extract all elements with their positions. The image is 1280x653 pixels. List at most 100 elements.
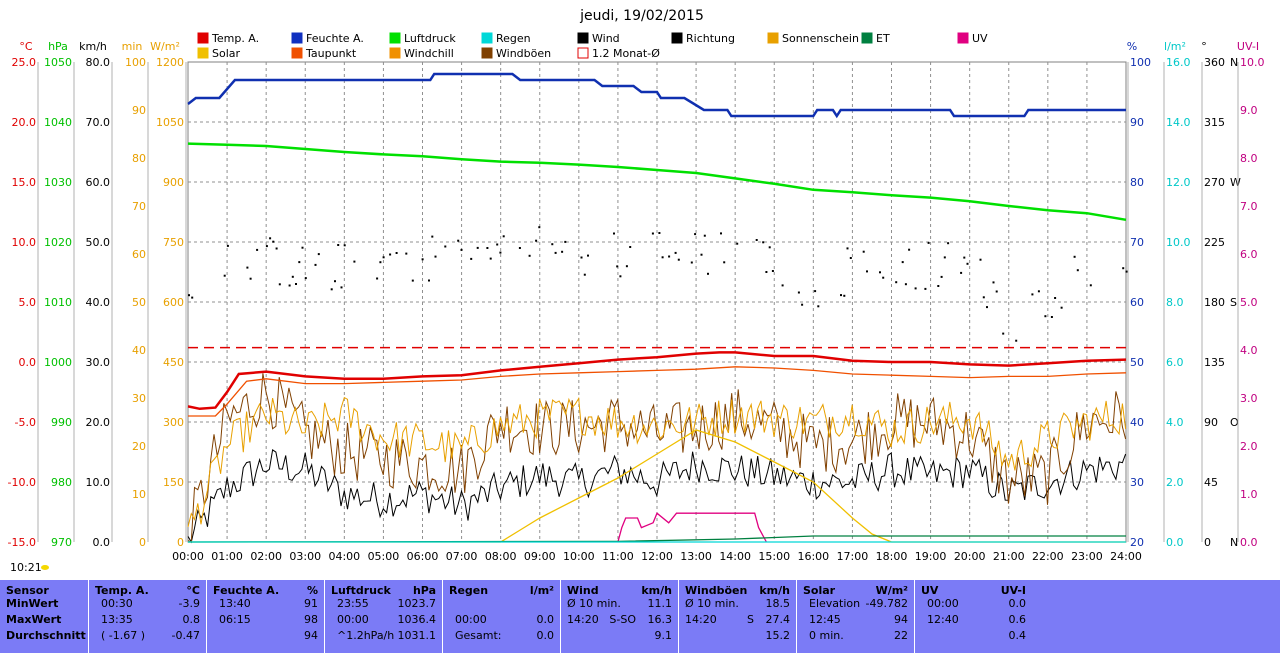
stats-value: 22	[894, 629, 908, 642]
direction-point	[781, 284, 784, 287]
direction-point	[431, 235, 434, 238]
direction-point	[940, 275, 943, 278]
stats-value: 0.0	[1008, 597, 1027, 610]
y-tick-label-dir: 90	[1204, 416, 1218, 429]
direction-point	[1122, 267, 1125, 270]
x-tick-label: 19:00	[915, 550, 947, 563]
stats-value: -3.9	[178, 597, 200, 610]
stats-value: 18.5	[765, 597, 791, 610]
y-tick-label-temp: 20.0	[12, 116, 37, 129]
direction-point	[470, 257, 473, 260]
x-tick-label: 16:00	[797, 550, 829, 563]
y-tick-label-dir: 315	[1204, 116, 1225, 129]
y-tick-label-dir: 270	[1204, 176, 1225, 189]
y-tick-label-wind: 80.0	[86, 56, 111, 69]
compass-label: S	[1230, 296, 1237, 309]
direction-point	[376, 277, 379, 280]
stats-value: 11.1	[647, 597, 673, 610]
y-tick-label-rain: 16.0	[1166, 56, 1191, 69]
direction-point	[444, 245, 447, 248]
direction-point	[476, 246, 479, 249]
direction-point	[914, 287, 917, 290]
y-tick-label-min: 100	[125, 56, 146, 69]
y-tick-label-hum: 90	[1130, 116, 1144, 129]
x-tick-label: 10:00	[563, 550, 595, 563]
stats-time: 12:45	[809, 613, 841, 626]
x-tick-label: 08:00	[485, 550, 517, 563]
stats-time: 14:20	[567, 613, 599, 626]
current-time: 10:21	[10, 561, 42, 574]
direction-point	[927, 241, 930, 244]
stats-value: 0.0	[536, 629, 555, 642]
y-tick-label-wind: 50.0	[86, 236, 111, 249]
axis-unit-solar: W/m²	[150, 40, 180, 53]
direction-point	[895, 281, 898, 284]
y-tick-label-uv: 1.0	[1240, 488, 1258, 501]
y-tick-label-min: 80	[132, 152, 146, 165]
direction-point	[937, 285, 940, 287]
series-taupunkt	[188, 366, 1127, 417]
stats-unit: %	[306, 584, 318, 597]
y-tick-label-hum: 100	[1130, 56, 1151, 69]
direction-point	[629, 246, 632, 248]
direction-point	[979, 258, 982, 261]
legend-label: Luftdruck	[404, 32, 456, 45]
x-tick-label: 13:00	[680, 550, 712, 563]
direction-point	[460, 248, 463, 251]
stats-time: 00:30	[101, 597, 133, 610]
stats-header: Regen	[449, 584, 489, 597]
stats-time: 14:20	[685, 613, 717, 626]
stats-value: 0.0	[536, 613, 555, 626]
direction-point	[330, 288, 333, 291]
axis-unit-hum: %	[1127, 40, 1137, 53]
compass-label: W	[1230, 176, 1241, 189]
direction-point	[226, 244, 229, 247]
direction-point	[564, 240, 567, 243]
stats-value: -0.47	[171, 629, 200, 642]
direction-point	[298, 261, 301, 264]
y-tick-label-solar: 300	[163, 416, 184, 429]
direction-point	[518, 247, 521, 249]
y-tick-label-temp: 15.0	[12, 176, 37, 189]
y-tick-label-min: 30	[132, 392, 146, 405]
y-tick-label-uv: 0.0	[1240, 536, 1258, 549]
stats-col-gust: Windböen km/h Ø 10 min. 18.5 14:20 S 27.4 15.2	[678, 580, 796, 653]
x-tick-label: 15:00	[758, 550, 790, 563]
y-tick-label-uv: 3.0	[1240, 392, 1258, 405]
direction-point	[502, 235, 505, 238]
stats-header: Sensor	[6, 584, 49, 597]
stats-value: 94	[304, 629, 318, 642]
y-tick-label-wind: 60.0	[86, 176, 111, 189]
y-tick-label-solar: 900	[163, 176, 184, 189]
legend-swatch	[197, 32, 209, 44]
stats-col-press: Luftdruck hPa 23:55 1023.7 00:00 1036.4 ^1.2hP…	[324, 580, 442, 653]
x-tick-label: 21:00	[993, 550, 1025, 563]
x-tick-label: 17:00	[837, 550, 869, 563]
stats-value: 9.1	[654, 629, 673, 642]
stats-value: 1023.7	[397, 597, 437, 610]
stats-value: 0.4	[1008, 629, 1027, 642]
direction-point	[862, 250, 865, 253]
legend-label: Regen	[496, 32, 531, 45]
stats-time: 06:15	[219, 613, 251, 626]
direction-point	[879, 271, 881, 274]
y-tick-label-temp: 25.0	[12, 56, 37, 69]
y-tick-label-uv: 9.0	[1240, 104, 1258, 117]
stats-time: Ø 10 min.	[567, 597, 621, 610]
direction-point	[846, 247, 849, 250]
direction-point	[992, 281, 995, 284]
direction-point	[269, 237, 272, 240]
legend-swatch	[957, 32, 969, 44]
y-tick-label-hum: 80	[1130, 176, 1144, 189]
direction-point	[304, 277, 307, 280]
legend-label: Sonnenschein	[782, 32, 859, 45]
x-tick-label: 11:00	[602, 550, 634, 563]
direction-point	[1050, 316, 1053, 318]
direction-point	[960, 271, 963, 274]
y-tick-label-press: 1000	[44, 356, 72, 369]
direction-point	[995, 290, 998, 293]
y-tick-label-temp: 0.0	[19, 356, 37, 369]
legend-swatch	[481, 47, 493, 59]
legend-label: Feuchte A.	[306, 32, 364, 45]
stats-header: Windböen	[685, 584, 748, 597]
